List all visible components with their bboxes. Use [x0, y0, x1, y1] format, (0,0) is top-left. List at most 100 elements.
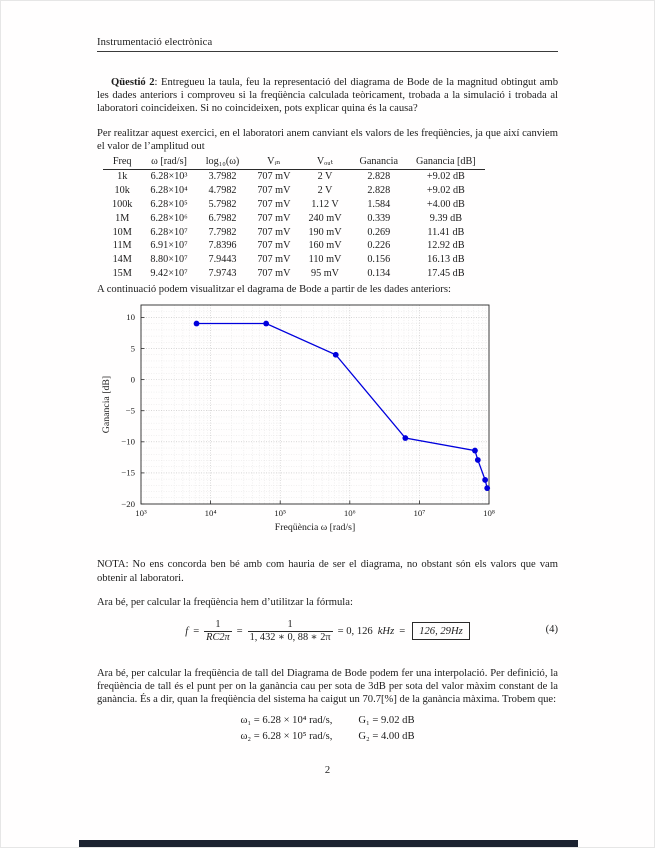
table-cell: 6.91×10⁷	[150, 240, 188, 252]
omega2-equation: ω₂ = 6.28 × 10⁵ rad/s, G₂ = 4.00 dB	[97, 729, 558, 746]
column-header: Vᵢₙ	[248, 155, 300, 170]
data-point	[484, 485, 491, 492]
table-cell: 707 mV	[257, 185, 291, 197]
table-cell: 17.45 dB	[427, 267, 465, 279]
measurements-table: Freq ω [rad/s] log₁₀(ω) Vᵢₙ Vₒᵤₜ Ganancia Gana…	[103, 155, 485, 280]
table-cell: 190 mV	[308, 226, 342, 238]
table-cell: 707 mV	[257, 254, 291, 266]
table-cell: 11.41 dB	[427, 226, 465, 238]
table-row: 1k 6.28×10³ 3.7982 707 mV 2 V 2.828 +9.02 dB	[103, 170, 485, 184]
data-point	[402, 435, 409, 442]
table-head: Freq ω [rad/s] log₁₀(ω) Vᵢₙ Vₒᵤₜ Ganancia Gana…	[103, 155, 485, 170]
table-row: 15M 9.42×10⁷ 7.9743 707 mV 95 mV 0.134 17.45 d…	[103, 266, 485, 280]
table-cell: 160 mV	[308, 240, 342, 252]
table-cell: 6.28×10⁴	[150, 185, 188, 197]
table-cell: 7.7982	[208, 226, 237, 238]
eq4-equals: =	[193, 625, 200, 637]
table-body: 1k 6.28×10³ 3.7982 707 mV 2 V 2.828 +9.02 dB 10…	[103, 170, 485, 281]
table-row: 1M 6.28×10⁶ 6.7982 707 mV 240 mV 0.339 9.39 dB	[103, 211, 485, 225]
table-cell: 0.269	[367, 226, 391, 238]
header-title: Instrumentació electrònica	[97, 37, 213, 48]
table-cell: 3.7982	[208, 171, 237, 183]
eq4-result-equals: =	[399, 625, 406, 637]
omega2-value: ω₂ = 6.28 × 10⁵ rad/s,	[240, 731, 333, 743]
question-label: Qüestió 2	[111, 77, 155, 88]
table-cell: 6.28×10⁶	[150, 212, 188, 224]
gain2-value: G₂ = 4.00 dB	[358, 731, 415, 743]
eq4-boxed-result: 126, 29Hz	[412, 622, 470, 641]
column-header: Freq	[103, 155, 142, 170]
x-axis-label: Freqüència ω [rad/s]	[275, 522, 355, 533]
table-cell: 8.80×10⁷	[150, 254, 188, 266]
table-cell: 9.42×10⁷	[150, 267, 188, 279]
table-cell: 707 mV	[257, 226, 291, 238]
y-tick-label: −20	[121, 499, 135, 509]
column-header: Vₒᵤₜ	[299, 155, 351, 170]
x-tick-label: 10⁶	[344, 508, 356, 518]
eq4-frac1-num: 1	[215, 618, 221, 630]
table-row: 11M 6.91×10⁷ 7.8396 707 mV 160 mV 0.226 12.92 …	[103, 239, 485, 253]
table-cell: 707 mV	[257, 198, 291, 210]
table-cell: 707 mV	[257, 240, 291, 252]
table-cell: 2 V	[317, 171, 333, 183]
table-cell: 240 mV	[308, 212, 342, 224]
bottom-edge-bar	[79, 840, 578, 847]
eq4-frac2-num: 1	[287, 618, 293, 630]
bode-chart: 10³ 10⁴ 10⁵ 10⁶ 10⁷ 10⁸ 10 5 0 −5 −10 −15 −20 Freqüèn…	[97, 300, 558, 540]
column-header: log₁₀(ω)	[196, 155, 249, 170]
y-tick-label: −10	[121, 437, 135, 447]
y-tick-label: −15	[121, 468, 135, 478]
table-row: 100k 6.28×10⁵ 5.7982 707 mV 1.12 V 1.584 +4.00…	[103, 198, 485, 212]
table-cell: 5.7982	[208, 198, 237, 210]
y-tick-label: 5	[131, 344, 136, 354]
column-header: Ganancia	[350, 155, 408, 170]
table-cell: 0.134	[367, 267, 391, 279]
x-tick-label: 10⁷	[413, 508, 425, 518]
table-cell: 1.12 V	[311, 198, 339, 210]
table-cell: 2.828	[367, 185, 391, 197]
table-cell: 10M	[112, 226, 132, 238]
table-cell: 12.92 dB	[427, 240, 465, 252]
table-cell: 9.39 dB	[429, 212, 462, 224]
table-cell: 6.7982	[208, 212, 237, 224]
table-cell: +9.02 dB	[426, 171, 465, 183]
table-cell: 16.13 dB	[427, 254, 465, 266]
table-row: 10k 6.28×10⁴ 4.7982 707 mV 2 V 2.828 +9.02 dB	[103, 184, 485, 198]
table-cell: 7.9743	[208, 267, 237, 279]
table-cell: 6.28×10⁷	[150, 226, 188, 238]
nota-paragraph: NOTA: No ens concorda ben bé amb com hau…	[97, 559, 558, 584]
table-header-row: Freq ω [rad/s] log₁₀(ω) Vᵢₙ Vₒᵤₜ Ganancia Gana…	[103, 155, 485, 170]
x-tick-label: 10³	[135, 508, 147, 518]
table-cell: 1.584	[367, 198, 391, 210]
omega1-value: ω₁ = 6.28 × 10⁴ rad/s,	[240, 714, 333, 726]
y-tick-label: 0	[131, 375, 136, 385]
eq4-equals2: =	[236, 625, 243, 637]
table-cell: 4.7982	[208, 185, 237, 197]
table-cell: 6.28×10⁵	[150, 198, 188, 210]
eq4-result-unit: kHz	[377, 625, 395, 637]
x-tick-label: 10⁵	[274, 508, 286, 518]
eq4-frac2-den: 1, 432 ∗ 0, 88 ∗ 2π	[247, 630, 333, 643]
series-line	[196, 323, 488, 489]
table-row: 10M 6.28×10⁷ 7.7982 707 mV 190 mV 0.269 11.41 …	[103, 225, 485, 239]
table-cell: 11M	[112, 240, 132, 252]
page-header: Instrumentació electrònica	[97, 37, 558, 48]
plot-border	[140, 305, 490, 505]
column-header: ω [rad/s]	[141, 155, 197, 170]
table-cell: 10k	[114, 185, 130, 197]
question-paragraph: Qüestió 2: Entregueu la taula, feu la re…	[97, 76, 558, 116]
cutoff-paragraph: Ara bé, per calcular la freqüència de ta…	[97, 668, 558, 706]
data-point	[482, 477, 489, 484]
data-point	[193, 321, 200, 327]
table-row: 14M 8.80×10⁷ 7.9443 707 mV 110 mV 0.156 16.13 …	[103, 253, 485, 267]
y-axis-label: Ganancia [dB]	[101, 376, 112, 433]
data-point	[263, 321, 270, 327]
table-cell: 707 mV	[257, 171, 291, 183]
eq4-lhs: f	[185, 625, 189, 637]
x-tick-label: 10⁴	[205, 508, 217, 518]
equation-number: (4)	[545, 624, 558, 636]
column-header: Ganancia [dB]	[407, 155, 485, 170]
table-cell: +9.02 dB	[426, 185, 465, 197]
cutoff-equations: ω₁ = 6.28 × 10⁴ rad/s, G₁ = 9.02 dB ω₂ =…	[97, 713, 558, 746]
